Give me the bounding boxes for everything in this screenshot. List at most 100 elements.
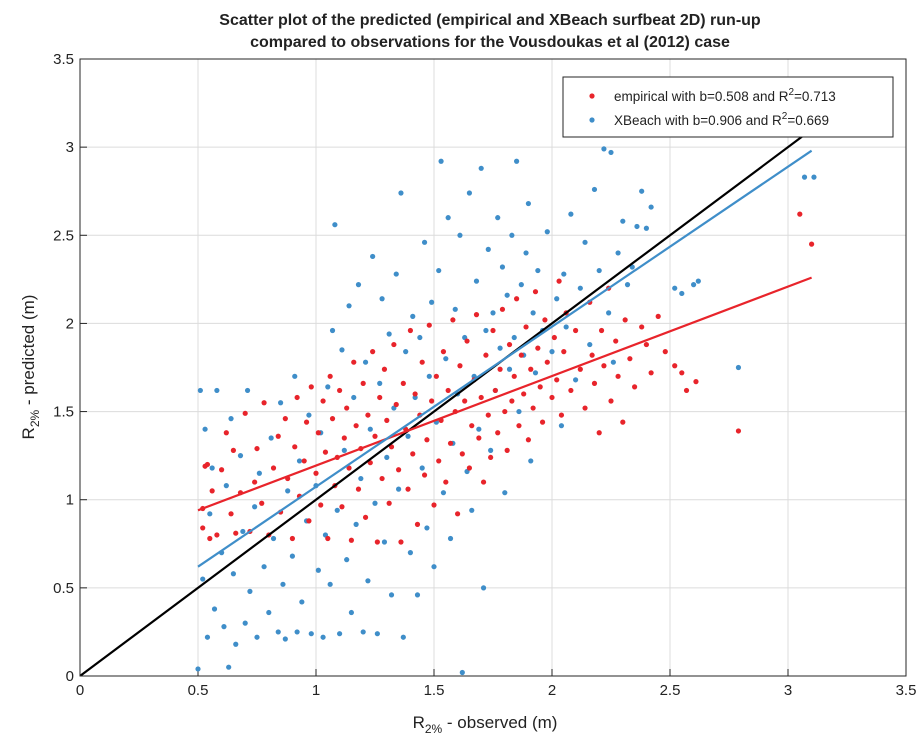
xbeach-point — [443, 356, 449, 362]
xbeach-point — [299, 599, 305, 605]
xbeach-point — [370, 253, 376, 260]
xbeach-point — [648, 204, 654, 210]
xbeach-point — [582, 239, 588, 245]
xbeach-point — [270, 535, 277, 542]
xbeach-point — [485, 246, 491, 252]
xbeach-point — [615, 250, 621, 256]
xbeach-point — [473, 278, 480, 284]
xbeach-point — [379, 296, 385, 302]
y-tick-label: 1 — [66, 492, 74, 509]
xbeach-point — [558, 423, 565, 429]
x-tick-label: 1 — [312, 682, 320, 699]
empirical-point — [315, 430, 321, 436]
xbeach-point — [278, 400, 284, 406]
empirical-point — [551, 334, 557, 341]
xbeach-point — [289, 553, 295, 559]
legend-box — [562, 76, 894, 138]
xbeach-point — [514, 158, 520, 164]
empirical-point — [270, 465, 277, 471]
empirical-point — [252, 479, 258, 485]
xbeach-point — [679, 290, 685, 297]
empirical-point — [344, 405, 350, 411]
xbeach-point — [405, 433, 411, 439]
y-tick-label: 0.5 — [53, 580, 74, 597]
empirical-point — [410, 451, 416, 457]
xbeach-point — [221, 624, 227, 630]
chart-title-line-2: compared to observations for the Vousdou… — [250, 34, 730, 51]
empirical-point — [462, 398, 468, 404]
empirical-point — [478, 394, 484, 401]
x-tick-label: 1.5 — [424, 682, 445, 699]
empirical-point — [591, 380, 598, 386]
empirical-point — [556, 278, 562, 284]
xbeach-point — [504, 292, 510, 298]
empirical-point — [200, 525, 206, 531]
legend: empirical with b=0.508 and R2=0.713 XBea… — [562, 76, 894, 138]
empirical-point — [672, 363, 678, 369]
xbeach-fit-line — [197, 149, 813, 568]
xbeach-point — [596, 267, 602, 274]
xbeach-point — [261, 564, 267, 570]
empirical-point — [219, 467, 225, 473]
legend-marker-xbeach — [589, 117, 595, 123]
xbeach-point — [497, 345, 503, 351]
xbeach-point — [601, 146, 607, 152]
empirical-point — [554, 377, 560, 383]
empirical-point — [424, 437, 430, 443]
empirical-point — [429, 398, 435, 404]
empirical-point — [516, 423, 522, 429]
xbeach-point — [332, 222, 338, 228]
empirical-point — [207, 535, 213, 542]
empirical-point — [495, 430, 501, 436]
legend-label-empirical: empirical with b=0.508 and R2=0.713 — [614, 87, 836, 104]
xbeach-point — [280, 581, 286, 587]
xbeach-point — [490, 310, 496, 316]
empirical-point — [511, 373, 517, 379]
empirical-point — [561, 349, 567, 355]
xbeach-point — [329, 327, 336, 334]
xbeach-point — [358, 475, 364, 482]
empirical-point — [662, 349, 668, 355]
xbeach-point — [306, 412, 312, 418]
xbeach-point — [214, 387, 220, 394]
empirical-point — [530, 405, 536, 411]
xbeach-point — [256, 470, 262, 476]
empirical-point — [233, 530, 239, 536]
empirical-point — [589, 352, 595, 358]
xbeach-point — [266, 609, 272, 616]
xbeach-point — [811, 174, 817, 180]
empirical-point — [532, 289, 539, 295]
empirical-point — [613, 338, 619, 344]
xbeach-point — [511, 334, 517, 341]
xbeach-point — [532, 370, 539, 376]
empirical-point — [450, 317, 456, 323]
xbeach-point — [525, 200, 532, 207]
empirical-point — [549, 394, 555, 401]
empirical-point — [204, 461, 211, 468]
xbeach-point — [348, 609, 354, 616]
empirical-point — [601, 363, 607, 369]
empirical-point — [322, 449, 329, 455]
x-tick-label: 0 — [76, 682, 84, 699]
empirical-point — [339, 504, 345, 510]
xbeach-point — [320, 634, 326, 640]
empirical-point — [509, 398, 515, 404]
empirical-point — [735, 428, 742, 434]
empirical-point — [337, 387, 343, 394]
xbeach-point — [242, 620, 248, 626]
empirical-point — [632, 384, 638, 390]
xbeach-point — [488, 447, 494, 453]
xbeach-point — [476, 426, 482, 432]
xbeach-point — [244, 387, 251, 394]
empirical-point — [643, 341, 650, 348]
empirical-point — [577, 366, 583, 372]
xbeach-point — [228, 416, 234, 422]
empirical-point — [615, 373, 621, 379]
xbeach-point — [367, 426, 373, 432]
empirical-point — [386, 500, 392, 506]
xbeach-point — [362, 359, 369, 365]
empirical-point — [537, 384, 543, 390]
xbeach-point — [223, 483, 229, 489]
xbeach-point — [294, 629, 300, 635]
